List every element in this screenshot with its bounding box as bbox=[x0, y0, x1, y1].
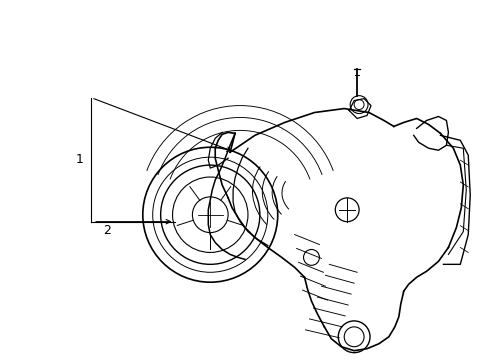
Text: 2: 2 bbox=[103, 224, 111, 237]
Text: 1: 1 bbox=[75, 153, 83, 166]
